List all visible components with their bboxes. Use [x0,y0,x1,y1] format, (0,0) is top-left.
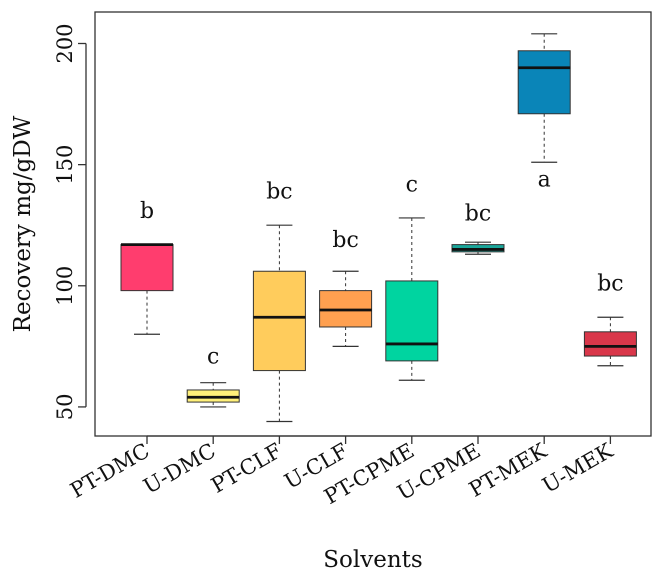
box-U-CLF [319,270,373,347]
y-tick-label-200: 200 [53,23,77,63]
y-axis-title: Recovery mg/gDW [10,115,36,332]
x-label-PT-CLF: PT-CLF [207,439,286,498]
x-label-PT-MEK: PT-MEK [465,438,551,501]
sig-letter-PT-MEK: a [538,167,551,192]
box-body-PT-CLF [252,270,306,372]
y-tick-label-50: 50 [53,394,77,421]
sig-letter-PT-DMC: b [140,199,154,224]
box-PT-DMC [120,243,174,335]
sig-letter-U-MEK: bc [597,272,623,297]
boxes-group [120,33,637,423]
box-PT-CPME [385,217,439,381]
sig-letter-U-DMC: c [207,344,219,369]
box-U-MEK [583,316,637,367]
y-tick-label-150: 150 [53,145,77,185]
box-body-U-MEK [583,331,637,357]
x-label-PT-DMC: PT-DMC [66,439,153,503]
sig-letter-PT-CPME: c [406,172,418,197]
y-tick-label-100: 100 [53,266,77,306]
box-U-DMC [186,382,240,408]
y-axis: 50 100 150 200 [53,23,87,421]
x-axis: PT-DMCU-DMCPT-CLFU-CLFPT-CPMEU-CPMEPT-ME… [66,436,617,509]
box-body-PT-DMC [120,244,174,292]
x-axis-title: Solvents [323,547,422,573]
x-label-U-DMC: U-DMC [139,439,219,499]
box-body-PT-MEK [517,50,571,115]
sig-letter-U-CLF: bc [332,228,358,253]
box-PT-CLF [252,224,306,423]
sig-letter-PT-CLF: bc [266,180,292,205]
x-label-U-MEK: U-MEK [538,438,617,497]
box-PT-MEK [517,33,571,163]
sig-letter-U-CPME: bc [465,201,491,226]
box-U-CPME [451,241,505,255]
box-body-PT-CPME [385,280,439,362]
